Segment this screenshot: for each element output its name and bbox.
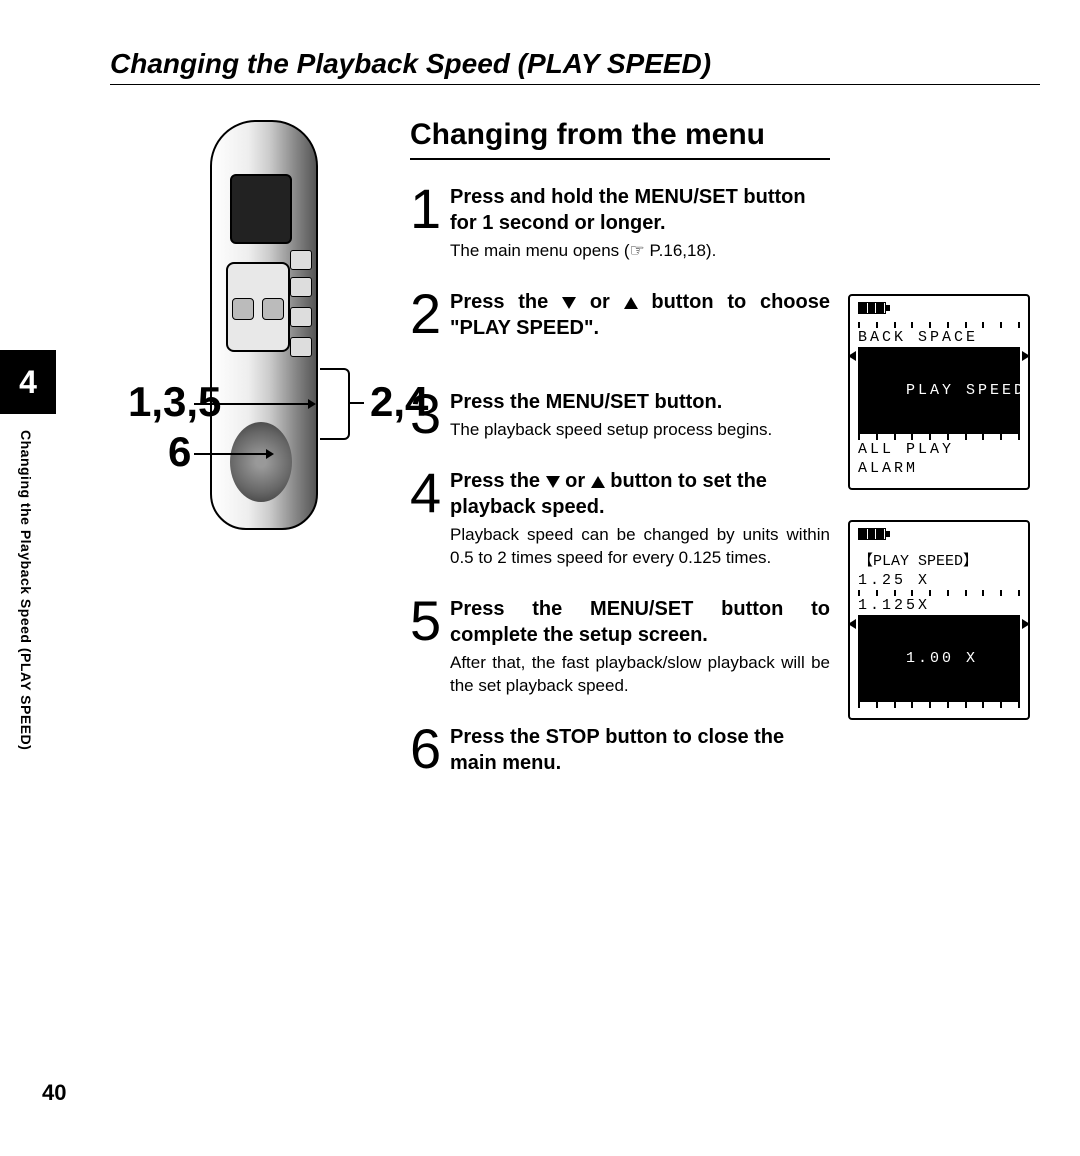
triangle-down-icon: [562, 297, 576, 309]
step: 3 Press the MENU/SET button. The playbac…: [410, 389, 830, 442]
device-side-button: [290, 307, 312, 327]
triangle-up-icon: [624, 297, 638, 309]
t: Press the: [450, 291, 562, 313]
callout-135: 1,3,5: [128, 378, 221, 426]
step-head: Press the or button to choose "PLAY SPEE…: [450, 289, 830, 341]
lcd-screen-menu: BACK SPACE PLAY SPEED ALL PLAY ALARM: [848, 294, 1030, 490]
lcd-row-highlight: PLAY SPEED: [858, 347, 1020, 434]
callout-6: 6: [168, 428, 191, 476]
t: PLAY SPEED: [906, 382, 1026, 399]
device-side-button: [290, 337, 312, 357]
triangle-down-icon: [546, 476, 560, 488]
lcd-title: 【PLAY SPEED】: [858, 548, 1020, 571]
keyword: MENU/SET: [590, 598, 693, 620]
t: Press the: [450, 470, 546, 492]
step-head: Press the MENU/SET button.: [450, 389, 830, 415]
device-illustration: 1,3,5 6 2,4: [110, 120, 420, 550]
step-head: Press the STOP button to close the main …: [450, 724, 830, 776]
device-speaker: [230, 422, 292, 502]
device-side-button: [290, 277, 312, 297]
lcd-row: 1.25 X: [858, 571, 1020, 590]
t: or: [576, 291, 624, 313]
arrow-left-icon: [848, 351, 856, 361]
battery-icon: [858, 302, 886, 314]
side-running-title: Changing the Playback Speed (PLAY SPEED): [18, 430, 34, 750]
step: 1 Press and hold the MENU/SET button for…: [410, 184, 830, 263]
step-head: Press the or button to set the playback …: [450, 468, 830, 520]
step: 2 Press the or button to choose "PLAY SP…: [410, 289, 830, 341]
t: Press the: [450, 726, 546, 748]
lcd-row: 1.125X: [858, 596, 1020, 615]
device-dpad: [226, 262, 290, 352]
lcd-ticks: [858, 702, 1020, 708]
lcd-row: BACK SPACE: [858, 328, 1020, 347]
keyword: MENU/SET: [634, 186, 737, 208]
lcd-screen-speed: 【PLAY SPEED】 1.25 X 1.125X 1.00 X: [848, 520, 1030, 720]
triangle-up-icon: [591, 476, 605, 488]
lcd-row-highlight: 1.00 X: [858, 615, 1020, 702]
step-number: 2: [410, 289, 450, 341]
t: 1.00 X: [906, 650, 978, 667]
step: 5 Press the MENU/SET button to complete …: [410, 596, 830, 698]
page-header-text: Changing the Playback Speed (PLAY SPEED): [110, 48, 711, 79]
step-number: 1: [410, 184, 450, 263]
arrow-right-icon: [1022, 619, 1030, 629]
content-column: Changing from the menu 1 Press and hold …: [410, 118, 830, 802]
step-number: 4: [410, 468, 450, 570]
step-sub: Playback speed can be changed by units w…: [450, 524, 830, 570]
step-number: 3: [410, 389, 450, 442]
keyword: STOP: [546, 726, 600, 748]
section-tab-number: 4: [19, 364, 37, 401]
device-body: [210, 120, 318, 530]
step-number: 5: [410, 596, 450, 698]
callout-line: [194, 403, 314, 405]
device-side-button: [290, 250, 312, 270]
lcd-row: ALL PLAY: [858, 440, 1020, 459]
t: Press the: [450, 391, 546, 413]
t: Press the: [450, 598, 590, 620]
battery-icon: [858, 528, 886, 540]
t: button.: [649, 391, 722, 413]
step-sub: After that, the fast playback/slow playb…: [450, 652, 830, 698]
page-header: Changing the Playback Speed (PLAY SPEED): [110, 48, 1040, 85]
step-head: Press the MENU/SET button to complete th…: [450, 596, 830, 648]
callout-bracket: [320, 368, 350, 440]
step: 4 Press the or button to set the playbac…: [410, 468, 830, 570]
callout-line: [194, 453, 272, 455]
section-tab: 4: [0, 350, 56, 414]
arrow-left-icon: [848, 619, 856, 629]
step-sub: The playback speed setup process begins.: [450, 419, 830, 442]
t: or: [560, 470, 591, 492]
step-number: 6: [410, 724, 450, 776]
step-sub: The main menu opens (☞ P.16,18).: [450, 240, 830, 263]
t: Press and hold the: [450, 186, 634, 208]
step: 6 Press the STOP button to close the mai…: [410, 724, 830, 776]
lcd-row: ALARM: [858, 459, 1020, 478]
step-head: Press and hold the MENU/SET button for 1…: [450, 184, 830, 236]
section-title: Changing from the menu: [410, 118, 830, 160]
page-number: 40: [42, 1080, 66, 1106]
arrow-right-icon: [1022, 351, 1030, 361]
device-screen: [230, 174, 292, 244]
keyword: MENU/SET: [546, 391, 649, 413]
